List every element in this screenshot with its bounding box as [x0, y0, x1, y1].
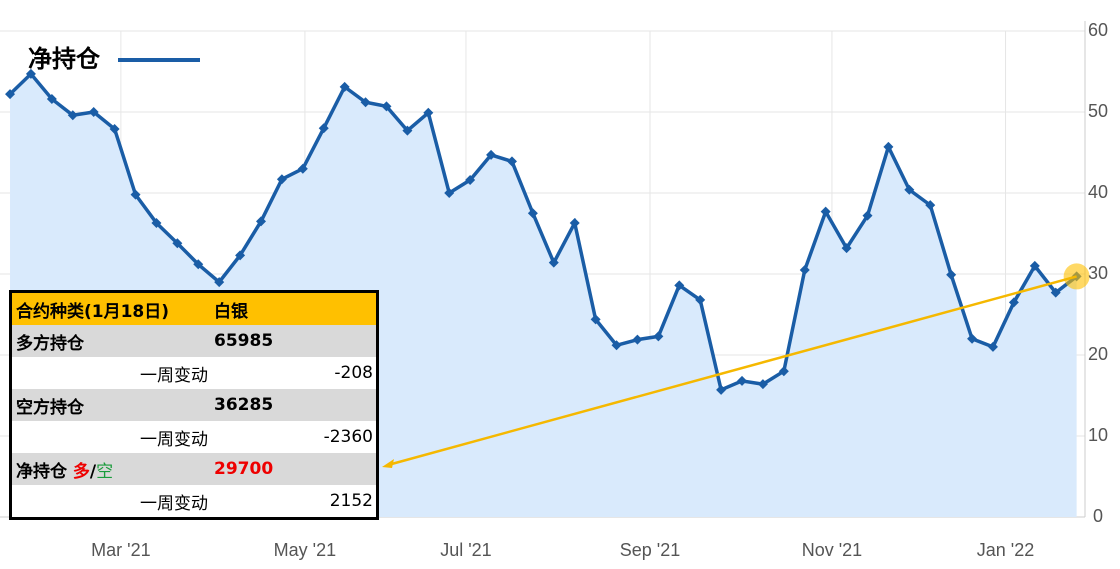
marker [946, 269, 957, 280]
marker [318, 123, 329, 134]
marker [193, 259, 204, 270]
table-header: 合约种类(1月18日) 白银 [12, 293, 376, 325]
marker [653, 331, 664, 342]
table: 合约种类(1月18日) 白银 多方持仓 65985 一周变动 -208 空方持仓 362… [9, 290, 379, 520]
marker [444, 188, 455, 198]
cell: 一周变动 [140, 493, 208, 514]
marker [799, 264, 810, 275]
marker [88, 107, 99, 117]
marker [674, 280, 685, 291]
x-tick-label: Sep '21 [620, 540, 681, 560]
marker [276, 174, 287, 185]
marker [486, 149, 497, 160]
marker [841, 243, 852, 254]
marker [339, 81, 350, 92]
header-cell: 白银 [214, 301, 248, 322]
marker [695, 294, 706, 305]
marker [5, 89, 16, 100]
y-tick-label: 50 [1088, 101, 1108, 121]
cell: 一周变动 [140, 429, 208, 450]
cell: -2360 [323, 427, 373, 447]
marker [548, 257, 559, 268]
marker [423, 107, 434, 118]
marker [590, 314, 601, 325]
y-tick-label: 0 [1093, 506, 1103, 526]
cell: 一周变动 [140, 365, 208, 386]
table-row: 净持仓 多/空 29700 [12, 453, 376, 485]
cell: 空方持仓 [16, 397, 84, 418]
cell: 2152 [329, 491, 373, 511]
table-row: 一周变动 -2360 [12, 421, 376, 453]
marker [967, 333, 978, 344]
marker [130, 189, 141, 200]
marker [987, 341, 998, 352]
x-tick-label: Mar '21 [91, 540, 150, 560]
long-label: 多 [72, 461, 90, 482]
x-tick-label: Nov '21 [802, 540, 862, 560]
x-tick-label: Jul '21 [440, 540, 491, 560]
table-row: 空方持仓 36285 [12, 389, 376, 421]
cell: 36285 [214, 395, 274, 415]
marker [527, 208, 538, 219]
table-row: 一周变动 2152 [12, 485, 376, 517]
marker [214, 277, 225, 288]
table-row: 一周变动 -208 [12, 357, 376, 389]
header-cell: 合约种类(1月18日) [16, 301, 170, 322]
marker [506, 156, 517, 167]
marker [883, 141, 894, 152]
annotation-arrow [387, 275, 1077, 467]
marker [381, 101, 392, 112]
arrow-head [382, 459, 394, 468]
marker [778, 366, 789, 377]
marker [737, 375, 748, 386]
marker [632, 334, 643, 345]
marker [360, 97, 371, 108]
marker [172, 238, 183, 249]
marker [1029, 260, 1040, 271]
cell: 多方持仓 [16, 333, 84, 354]
marker [569, 217, 580, 228]
marker [904, 184, 915, 195]
marker [109, 124, 120, 135]
marker [256, 216, 267, 227]
marker [67, 110, 78, 121]
x-tick-label: Jan '22 [977, 540, 1034, 560]
marker [1050, 287, 1061, 298]
marker [25, 68, 36, 79]
y-tick-label: 40 [1088, 182, 1108, 202]
marker [757, 379, 768, 390]
marker [297, 163, 308, 174]
marker [611, 340, 622, 351]
marker [862, 210, 873, 221]
cell: 65985 [214, 331, 274, 351]
marker [465, 175, 476, 186]
net-label: 净持仓 [16, 461, 67, 482]
cell: 29700 [214, 459, 274, 479]
line [8, 71, 1078, 393]
marker [1008, 297, 1019, 308]
marker [716, 384, 727, 395]
marker [235, 250, 246, 261]
legend-label: 净持仓 [28, 45, 101, 73]
marker [402, 125, 413, 136]
marker [46, 94, 57, 105]
marker [820, 206, 831, 217]
marker [925, 200, 936, 211]
y-tick-label: 30 [1088, 263, 1108, 283]
y-tick-label: 60 [1088, 20, 1108, 40]
short-label: 空 [96, 461, 114, 482]
slash: / [89, 461, 97, 482]
y-tick-label: 20 [1088, 344, 1108, 364]
marker [151, 217, 162, 228]
y-tick-label: 10 [1088, 425, 1108, 445]
table-row: 多方持仓 65985 [12, 325, 376, 357]
x-tick-label: May '21 [274, 540, 336, 560]
cell: 净持仓 多/空 [12, 457, 212, 482]
cell: -208 [334, 363, 373, 383]
